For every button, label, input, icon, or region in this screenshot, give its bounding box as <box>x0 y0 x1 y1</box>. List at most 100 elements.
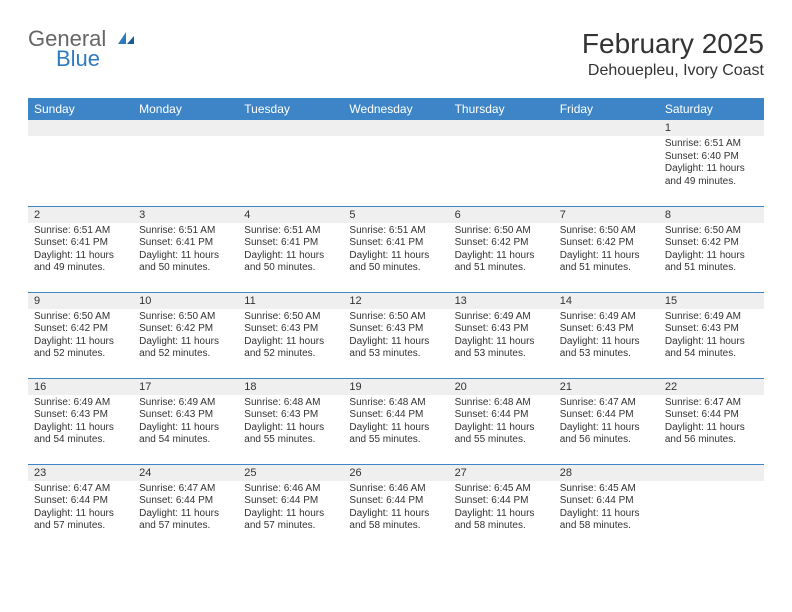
day-number: 13 <box>449 293 554 309</box>
day-details: Sunrise: 6:47 AMSunset: 6:44 PMDaylight:… <box>28 481 133 537</box>
header: General Blue February 2025 Dehouepleu, I… <box>28 28 764 80</box>
day-details: Sunrise: 6:50 AMSunset: 6:42 PMDaylight:… <box>554 223 659 279</box>
sunset-line: Sunset: 6:42 PM <box>560 237 653 250</box>
sunset-line: Sunset: 6:44 PM <box>244 495 337 508</box>
sunrise-line: Sunrise: 6:48 AM <box>349 397 442 410</box>
calendar-cell <box>133 120 238 206</box>
sunset-line: Sunset: 6:43 PM <box>244 323 337 336</box>
calendar-cell: 1Sunrise: 6:51 AMSunset: 6:40 PMDaylight… <box>659 120 764 206</box>
calendar-cell: 20Sunrise: 6:48 AMSunset: 6:44 PMDayligh… <box>449 378 554 464</box>
sunset-line: Sunset: 6:44 PM <box>455 409 548 422</box>
sunset-line: Sunset: 6:42 PM <box>139 323 232 336</box>
sunset-line: Sunset: 6:44 PM <box>349 495 442 508</box>
sunrise-line: Sunrise: 6:50 AM <box>560 225 653 238</box>
day-header: Wednesday <box>343 98 448 120</box>
day-details: Sunrise: 6:47 AMSunset: 6:44 PMDaylight:… <box>133 481 238 537</box>
day-details: Sunrise: 6:49 AMSunset: 6:43 PMDaylight:… <box>28 395 133 451</box>
sunset-line: Sunset: 6:44 PM <box>34 495 127 508</box>
daylight-line: Daylight: 11 hours and 55 minutes. <box>349 422 442 447</box>
day-number: 24 <box>133 465 238 481</box>
day-number: 14 <box>554 293 659 309</box>
day-number: 5 <box>343 207 448 223</box>
sunset-line: Sunset: 6:43 PM <box>665 323 758 336</box>
calendar-cell: 18Sunrise: 6:48 AMSunset: 6:43 PMDayligh… <box>238 378 343 464</box>
day-number <box>238 120 343 136</box>
calendar-week: 2Sunrise: 6:51 AMSunset: 6:41 PMDaylight… <box>28 206 764 292</box>
calendar-cell: 10Sunrise: 6:50 AMSunset: 6:42 PMDayligh… <box>133 292 238 378</box>
daylight-line: Daylight: 11 hours and 52 minutes. <box>139 336 232 361</box>
day-number: 27 <box>449 465 554 481</box>
calendar-cell: 27Sunrise: 6:45 AMSunset: 6:44 PMDayligh… <box>449 464 554 550</box>
daylight-line: Daylight: 11 hours and 53 minutes. <box>560 336 653 361</box>
day-number: 23 <box>28 465 133 481</box>
logo: General Blue <box>28 28 136 70</box>
day-number: 21 <box>554 379 659 395</box>
sunrise-line: Sunrise: 6:47 AM <box>665 397 758 410</box>
daylight-line: Daylight: 11 hours and 55 minutes. <box>244 422 337 447</box>
calendar-cell <box>238 120 343 206</box>
day-details: Sunrise: 6:49 AMSunset: 6:43 PMDaylight:… <box>554 309 659 365</box>
day-number: 3 <box>133 207 238 223</box>
day-details: Sunrise: 6:50 AMSunset: 6:43 PMDaylight:… <box>238 309 343 365</box>
day-number: 12 <box>343 293 448 309</box>
sunrise-line: Sunrise: 6:50 AM <box>34 311 127 324</box>
daylight-line: Daylight: 11 hours and 54 minutes. <box>139 422 232 447</box>
sunrise-line: Sunrise: 6:51 AM <box>349 225 442 238</box>
calendar-cell: 5Sunrise: 6:51 AMSunset: 6:41 PMDaylight… <box>343 206 448 292</box>
daylight-line: Daylight: 11 hours and 52 minutes. <box>244 336 337 361</box>
calendar-cell: 22Sunrise: 6:47 AMSunset: 6:44 PMDayligh… <box>659 378 764 464</box>
day-details: Sunrise: 6:51 AMSunset: 6:40 PMDaylight:… <box>659 136 764 192</box>
calendar-cell: 24Sunrise: 6:47 AMSunset: 6:44 PMDayligh… <box>133 464 238 550</box>
page-title: February 2025 <box>582 28 764 60</box>
day-number <box>659 465 764 481</box>
day-header: Sunday <box>28 98 133 120</box>
day-number: 17 <box>133 379 238 395</box>
day-details: Sunrise: 6:47 AMSunset: 6:44 PMDaylight:… <box>554 395 659 451</box>
day-number: 9 <box>28 293 133 309</box>
calendar-cell: 17Sunrise: 6:49 AMSunset: 6:43 PMDayligh… <box>133 378 238 464</box>
day-number: 15 <box>659 293 764 309</box>
day-number: 8 <box>659 207 764 223</box>
day-number: 25 <box>238 465 343 481</box>
day-number <box>554 120 659 136</box>
sunset-line: Sunset: 6:42 PM <box>34 323 127 336</box>
sunrise-line: Sunrise: 6:47 AM <box>34 483 127 496</box>
daylight-line: Daylight: 11 hours and 58 minutes. <box>560 508 653 533</box>
day-details: Sunrise: 6:49 AMSunset: 6:43 PMDaylight:… <box>133 395 238 451</box>
daylight-line: Daylight: 11 hours and 51 minutes. <box>665 250 758 275</box>
day-number <box>449 120 554 136</box>
sunrise-line: Sunrise: 6:45 AM <box>455 483 548 496</box>
calendar-week: 9Sunrise: 6:50 AMSunset: 6:42 PMDaylight… <box>28 292 764 378</box>
sunrise-line: Sunrise: 6:50 AM <box>665 225 758 238</box>
sunrise-line: Sunrise: 6:50 AM <box>349 311 442 324</box>
calendar-cell: 11Sunrise: 6:50 AMSunset: 6:43 PMDayligh… <box>238 292 343 378</box>
logo-sail-icon <box>112 26 136 51</box>
calendar-cell: 2Sunrise: 6:51 AMSunset: 6:41 PMDaylight… <box>28 206 133 292</box>
daylight-line: Daylight: 11 hours and 50 minutes. <box>244 250 337 275</box>
day-number: 6 <box>449 207 554 223</box>
daylight-line: Daylight: 11 hours and 58 minutes. <box>349 508 442 533</box>
sunset-line: Sunset: 6:43 PM <box>244 409 337 422</box>
calendar-cell <box>28 120 133 206</box>
calendar-week: 16Sunrise: 6:49 AMSunset: 6:43 PMDayligh… <box>28 378 764 464</box>
daylight-line: Daylight: 11 hours and 58 minutes. <box>455 508 548 533</box>
sunset-line: Sunset: 6:41 PM <box>139 237 232 250</box>
day-number: 20 <box>449 379 554 395</box>
sunrise-line: Sunrise: 6:51 AM <box>34 225 127 238</box>
calendar-week: 23Sunrise: 6:47 AMSunset: 6:44 PMDayligh… <box>28 464 764 550</box>
sunset-line: Sunset: 6:41 PM <box>34 237 127 250</box>
calendar-cell: 8 Sunrise: 6:50 AMSunset: 6:42 PMDaylight… <box>659 206 764 292</box>
sunrise-line: Sunrise: 6:48 AM <box>455 397 548 410</box>
day-number: 7 <box>554 207 659 223</box>
daylight-line: Daylight: 11 hours and 51 minutes. <box>455 250 548 275</box>
day-header: Tuesday <box>238 98 343 120</box>
sunrise-line: Sunrise: 6:49 AM <box>139 397 232 410</box>
sunrise-line: Sunrise: 6:50 AM <box>244 311 337 324</box>
sunset-line: Sunset: 6:41 PM <box>349 237 442 250</box>
day-number: 1 <box>659 120 764 136</box>
calendar-cell: 25Sunrise: 6:46 AMSunset: 6:44 PMDayligh… <box>238 464 343 550</box>
sunset-line: Sunset: 6:42 PM <box>665 237 758 250</box>
calendar-cell: 19Sunrise: 6:48 AMSunset: 6:44 PMDayligh… <box>343 378 448 464</box>
sunset-line: Sunset: 6:44 PM <box>560 409 653 422</box>
sunrise-line: Sunrise: 6:49 AM <box>455 311 548 324</box>
